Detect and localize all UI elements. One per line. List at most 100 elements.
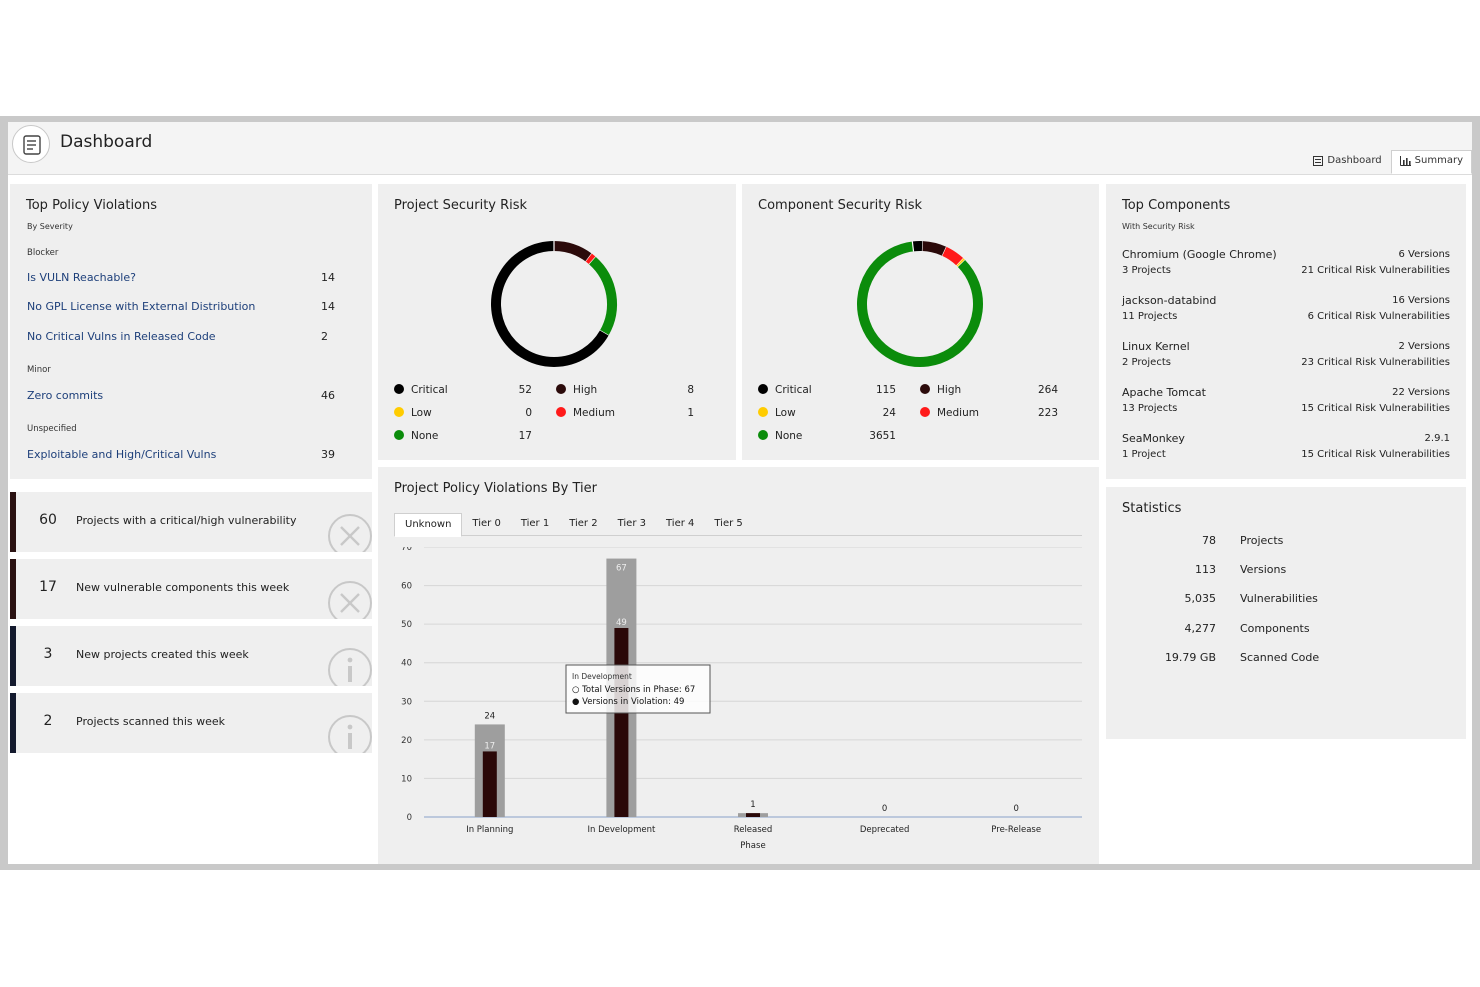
component-projects: 3 Projects <box>1122 265 1171 276</box>
legend-value: 24 <box>882 407 896 419</box>
policy-link[interactable]: No Critical Vulns in Released Code <box>27 330 216 343</box>
legend-low: Low <box>394 407 432 419</box>
component-projects: 13 Projects <box>1122 403 1178 414</box>
component-name[interactable]: Linux Kernel <box>1122 340 1190 353</box>
tile-accent-bar <box>10 492 16 552</box>
tab-summary[interactable]: Summary <box>1390 150 1472 174</box>
policy-link[interactable]: Exploitable and High/Critical Vulns <box>27 448 217 461</box>
bar-versions-in-violation[interactable] <box>614 628 629 817</box>
stat-value: 113 <box>1195 563 1216 576</box>
donut-slice-medium[interactable] <box>942 246 964 266</box>
tile-text: Projects scanned this week <box>76 715 226 728</box>
legend-dot <box>394 430 404 440</box>
tile-value: 60 <box>39 512 57 528</box>
legend-medium: Medium <box>556 407 615 419</box>
page-header: Dashboard Dashboard <box>8 122 1472 175</box>
top-components-card: Top Components With Security Risk Chromi… <box>1106 184 1466 479</box>
stat-tile-new-vulnerable-components[interactable]: 17 New vulnerable components this week <box>10 559 372 619</box>
legend-dot <box>920 384 930 394</box>
legend-critical: Critical <box>394 384 448 396</box>
tab-tier-2[interactable]: Tier 2 <box>569 518 598 529</box>
chart-tooltip: In Development ○ Total Versions in Phase:… <box>565 664 711 714</box>
component-risk-donut[interactable] <box>850 234 990 374</box>
y-tick-label: 10 <box>401 774 412 784</box>
bar-total-label: 0 <box>1013 804 1018 814</box>
stat-value: 19.79 GB <box>1164 651 1216 664</box>
y-tick-label: 60 <box>401 582 412 592</box>
component-name[interactable]: Apache Tomcat <box>1122 386 1206 399</box>
legend-label: Critical <box>775 384 812 396</box>
tab-dashboard-label: Dashboard <box>1327 155 1382 166</box>
y-tick-label: 0 <box>407 813 412 823</box>
x-tick-label: In Development <box>587 825 655 835</box>
component-versions: 6 Versions <box>1398 249 1450 260</box>
policy-link[interactable]: Is VULN Reachable? <box>27 271 136 284</box>
component-name[interactable]: SeaMonkey <box>1122 432 1185 445</box>
tab-tier-0[interactable]: Tier 0 <box>472 518 501 529</box>
tab-tier-4[interactable]: Tier 4 <box>665 518 695 529</box>
project-risk-donut[interactable] <box>484 234 624 374</box>
policy-link[interactable]: Zero commits <box>27 389 104 402</box>
y-tick-label: 50 <box>401 620 412 630</box>
info-icon <box>328 715 372 753</box>
component-projects: 2 Projects <box>1122 357 1171 368</box>
legend-dot <box>920 407 930 417</box>
legend-value: 52 <box>518 384 532 396</box>
component-vulns: 21 Critical Risk Vulnerabilities <box>1301 265 1450 276</box>
policy-by-tier-card: Project Policy Violations By Tier Unknow… <box>378 467 1099 864</box>
donut-slice-none[interactable] <box>857 241 983 367</box>
tile-text: New vulnerable components this week <box>76 581 290 594</box>
policy-count: 14 <box>321 300 335 313</box>
legend-value: 3651 <box>869 430 896 442</box>
legend-none: None <box>758 430 802 442</box>
legend-label: Low <box>411 407 432 419</box>
card-subtitle: By Severity <box>27 222 73 231</box>
stat-tile-projects-scanned[interactable]: 2 Projects scanned this week <box>10 693 372 753</box>
tab-tier-5[interactable]: Tier 5 <box>714 518 743 529</box>
legend-value: 115 <box>875 384 896 396</box>
component-security-risk-card: Component Security Risk Critical 115 Hig… <box>742 184 1099 460</box>
policy-link[interactable]: No GPL License with External Distributio… <box>27 300 256 313</box>
donut-slice-high[interactable] <box>553 241 592 262</box>
donut-slice-critical[interactable] <box>491 241 609 367</box>
legend-high: High <box>920 384 961 396</box>
policy-count: 39 <box>321 448 335 461</box>
legend-label: Medium <box>573 407 615 419</box>
x-tick-label: In Planning <box>466 825 513 835</box>
card-title: Project Security Risk <box>394 198 528 213</box>
y-tick-label: 20 <box>401 736 412 746</box>
tile-value: 3 <box>43 646 53 662</box>
legend-label: High <box>937 384 962 396</box>
tooltip-total: ○ Total Versions in Phase: 67 <box>572 685 695 695</box>
severity-label-minor: Minor <box>27 365 51 375</box>
legend-none: None <box>394 430 438 442</box>
tab-tier-3[interactable]: Tier 3 <box>617 518 646 529</box>
tab-tier-1[interactable]: Tier 1 <box>520 518 550 529</box>
legend-medium: Medium <box>920 407 979 419</box>
bar-violation-label: 17 <box>484 741 495 751</box>
bar-versions-in-violation[interactable] <box>746 813 760 817</box>
component-name[interactable]: jackson-databind <box>1122 294 1217 307</box>
donut-slice-none[interactable] <box>589 256 617 336</box>
donut-slice-medium[interactable] <box>585 253 596 265</box>
component-name[interactable]: Chromium (Google Chrome) <box>1122 248 1277 261</box>
legend-value: 17 <box>518 430 532 442</box>
component-versions: 22 Versions <box>1392 387 1450 398</box>
donut-slice-high[interactable] <box>922 241 947 257</box>
stat-label: Projects <box>1240 534 1284 547</box>
legend-critical: Critical <box>758 384 812 396</box>
slice-separator <box>588 256 597 265</box>
statistics-card: Statistics 78 Projects 113 Versions 5,03… <box>1106 487 1466 739</box>
policy-count: 2 <box>321 330 328 343</box>
tab-unknown[interactable]: Unknown <box>394 513 463 537</box>
stat-tile-new-projects[interactable]: 3 New projects created this week <box>10 626 372 686</box>
tab-dashboard[interactable]: Dashboard <box>1304 150 1390 174</box>
info-icon <box>328 648 372 686</box>
stat-tile-critical-projects[interactable]: 60 Projects with a critical/high vulnera… <box>10 492 372 552</box>
y-tick-label: 70 <box>401 547 412 553</box>
bar-versions-in-violation[interactable] <box>482 751 497 817</box>
tooltip-violation: ● Versions in Violation: 49 <box>572 697 684 707</box>
legend-dot <box>394 407 404 417</box>
legend-label: None <box>775 430 803 442</box>
